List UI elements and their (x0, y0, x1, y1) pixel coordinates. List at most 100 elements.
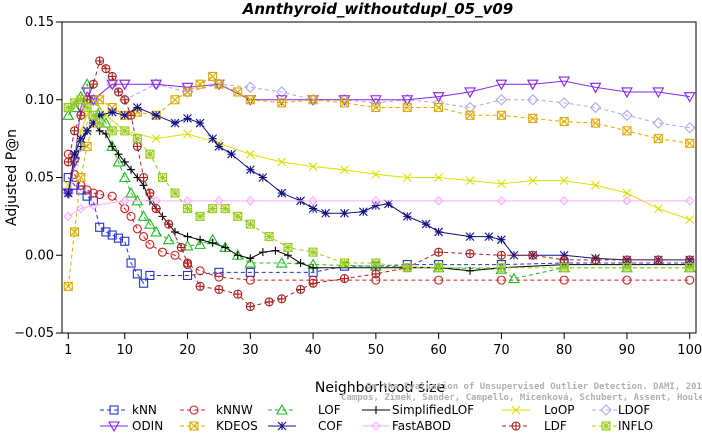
data-point (95, 56, 104, 65)
data-point (283, 243, 293, 252)
data-point (621, 109, 633, 122)
data-point (133, 142, 142, 151)
data-point (150, 79, 163, 91)
data-point (233, 290, 242, 299)
data-point (145, 189, 154, 198)
data-point (63, 103, 73, 112)
data-point (309, 263, 318, 272)
data-point (63, 281, 73, 291)
data-point (63, 188, 73, 198)
data-point (195, 79, 205, 89)
data-point (183, 87, 192, 97)
data-point (126, 258, 136, 268)
data-point (221, 243, 230, 252)
legend-label: FastABOD (392, 419, 451, 433)
data-point (227, 149, 236, 159)
data-point (195, 211, 205, 221)
data-point (89, 80, 98, 89)
data-point (101, 227, 111, 237)
data-point (195, 266, 205, 276)
series-line (67, 99, 690, 269)
data-point (246, 302, 255, 311)
data-point (371, 103, 381, 112)
legend-entry-odin: ODIN (100, 419, 163, 433)
series-line (67, 59, 690, 308)
data-point (76, 185, 86, 195)
data-point (340, 165, 349, 175)
data-point (145, 270, 155, 281)
data-point (119, 196, 130, 206)
data-point (384, 199, 393, 209)
data-point (75, 140, 87, 153)
data-point (275, 86, 288, 98)
data-point (528, 176, 538, 185)
data-point (82, 126, 92, 136)
legend-entry-loop: LoOP (502, 403, 575, 417)
legend-entry-inflo: INFLO (592, 419, 653, 433)
data-point (108, 421, 120, 433)
data-point (214, 272, 224, 282)
data-point (108, 142, 117, 151)
data-point (170, 95, 180, 105)
data-point (308, 247, 318, 257)
y-tick-label: 0.00 (25, 248, 54, 263)
data-point (591, 118, 601, 128)
data-point (340, 98, 349, 108)
data-point (497, 110, 506, 120)
data-point (132, 224, 142, 234)
data-point (371, 102, 381, 113)
data-point (526, 79, 539, 91)
data-point (371, 258, 381, 268)
data-point (195, 118, 205, 128)
data-point (194, 238, 207, 249)
data-point (589, 101, 602, 114)
data-point (177, 243, 186, 252)
data-point (120, 95, 129, 104)
data-point (233, 87, 243, 97)
legend-label: kNNW (216, 403, 253, 417)
series-kdeos (63, 71, 695, 291)
data-point (95, 110, 105, 120)
data-point (127, 111, 136, 120)
data-point (76, 172, 86, 183)
data-point (465, 232, 475, 241)
data-point (151, 134, 161, 144)
data-point (275, 256, 288, 268)
data-point (622, 275, 632, 285)
data-point (340, 258, 349, 268)
data-point (434, 227, 444, 237)
data-point (339, 98, 350, 108)
data-point (107, 230, 117, 240)
x-tick-label: 50 (368, 343, 385, 358)
data-point (466, 249, 475, 258)
data-point (158, 173, 167, 182)
y-tick-label: 0.05 (25, 171, 54, 186)
data-point (88, 188, 98, 198)
data-point (340, 208, 349, 218)
data-point (76, 95, 86, 105)
data-point (195, 79, 205, 89)
data-point (108, 72, 117, 81)
data-point (139, 278, 149, 288)
data-point (465, 110, 475, 120)
data-point (509, 250, 519, 260)
data-point (559, 116, 569, 127)
data-point (685, 255, 694, 264)
data-point (109, 405, 119, 415)
data-point (434, 263, 444, 273)
x-tick-label: 40 (305, 343, 322, 358)
data-point (245, 95, 255, 105)
data-point (118, 171, 131, 183)
data-point (152, 204, 161, 213)
data-point (182, 87, 193, 97)
legend-label: LDOF (618, 403, 650, 417)
data-point (63, 211, 74, 222)
data-point (62, 109, 75, 120)
data-point (497, 251, 506, 260)
data-point (114, 150, 123, 159)
data-point (484, 232, 494, 241)
data-point (559, 250, 569, 260)
x-tick-label: 10 (116, 343, 133, 358)
data-point (559, 275, 569, 285)
x-tick-label: 20 (179, 343, 196, 358)
